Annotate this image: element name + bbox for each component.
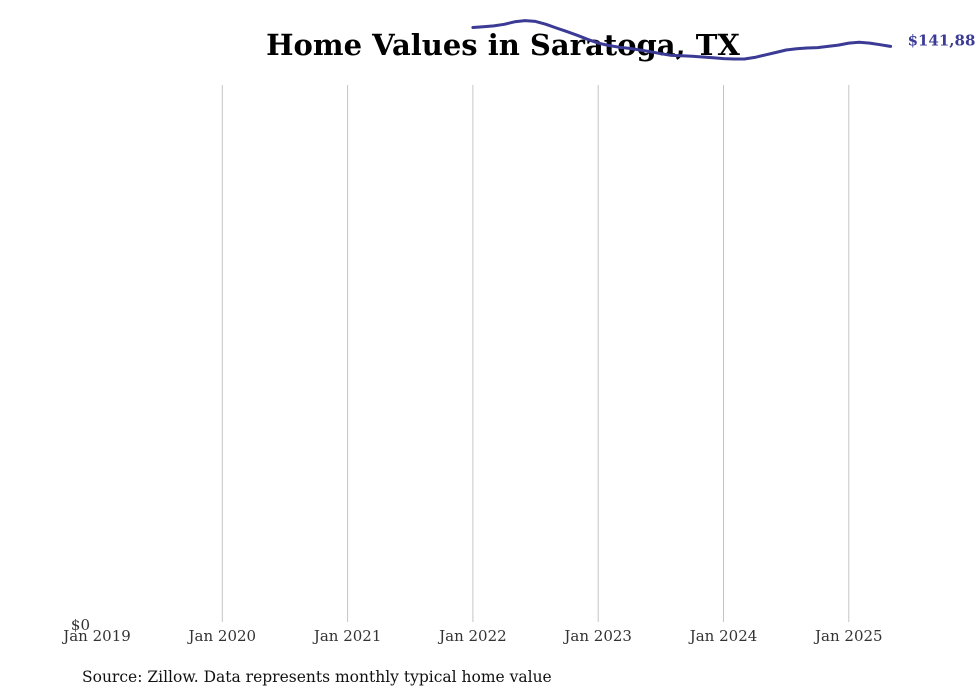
series-line xyxy=(471,19,893,61)
y-tick-label: $0 xyxy=(71,616,90,634)
x-tick-label: Jan 2025 xyxy=(813,627,883,645)
end-value-label: $141,88 xyxy=(908,31,976,49)
x-tick-label: Jan 2022 xyxy=(437,627,507,645)
x-tick-label: Jan 2020 xyxy=(187,627,257,645)
x-tick-label: Jan 2019 xyxy=(61,627,131,645)
chart-source: Source: Zillow. Data represents monthly … xyxy=(82,668,552,686)
x-tick-label: Jan 2024 xyxy=(688,627,758,645)
x-tick-label: Jan 2023 xyxy=(562,627,632,645)
chart-title: Home Values in Saratoga, TX xyxy=(266,28,740,62)
x-tick-label: Jan 2021 xyxy=(312,627,382,645)
